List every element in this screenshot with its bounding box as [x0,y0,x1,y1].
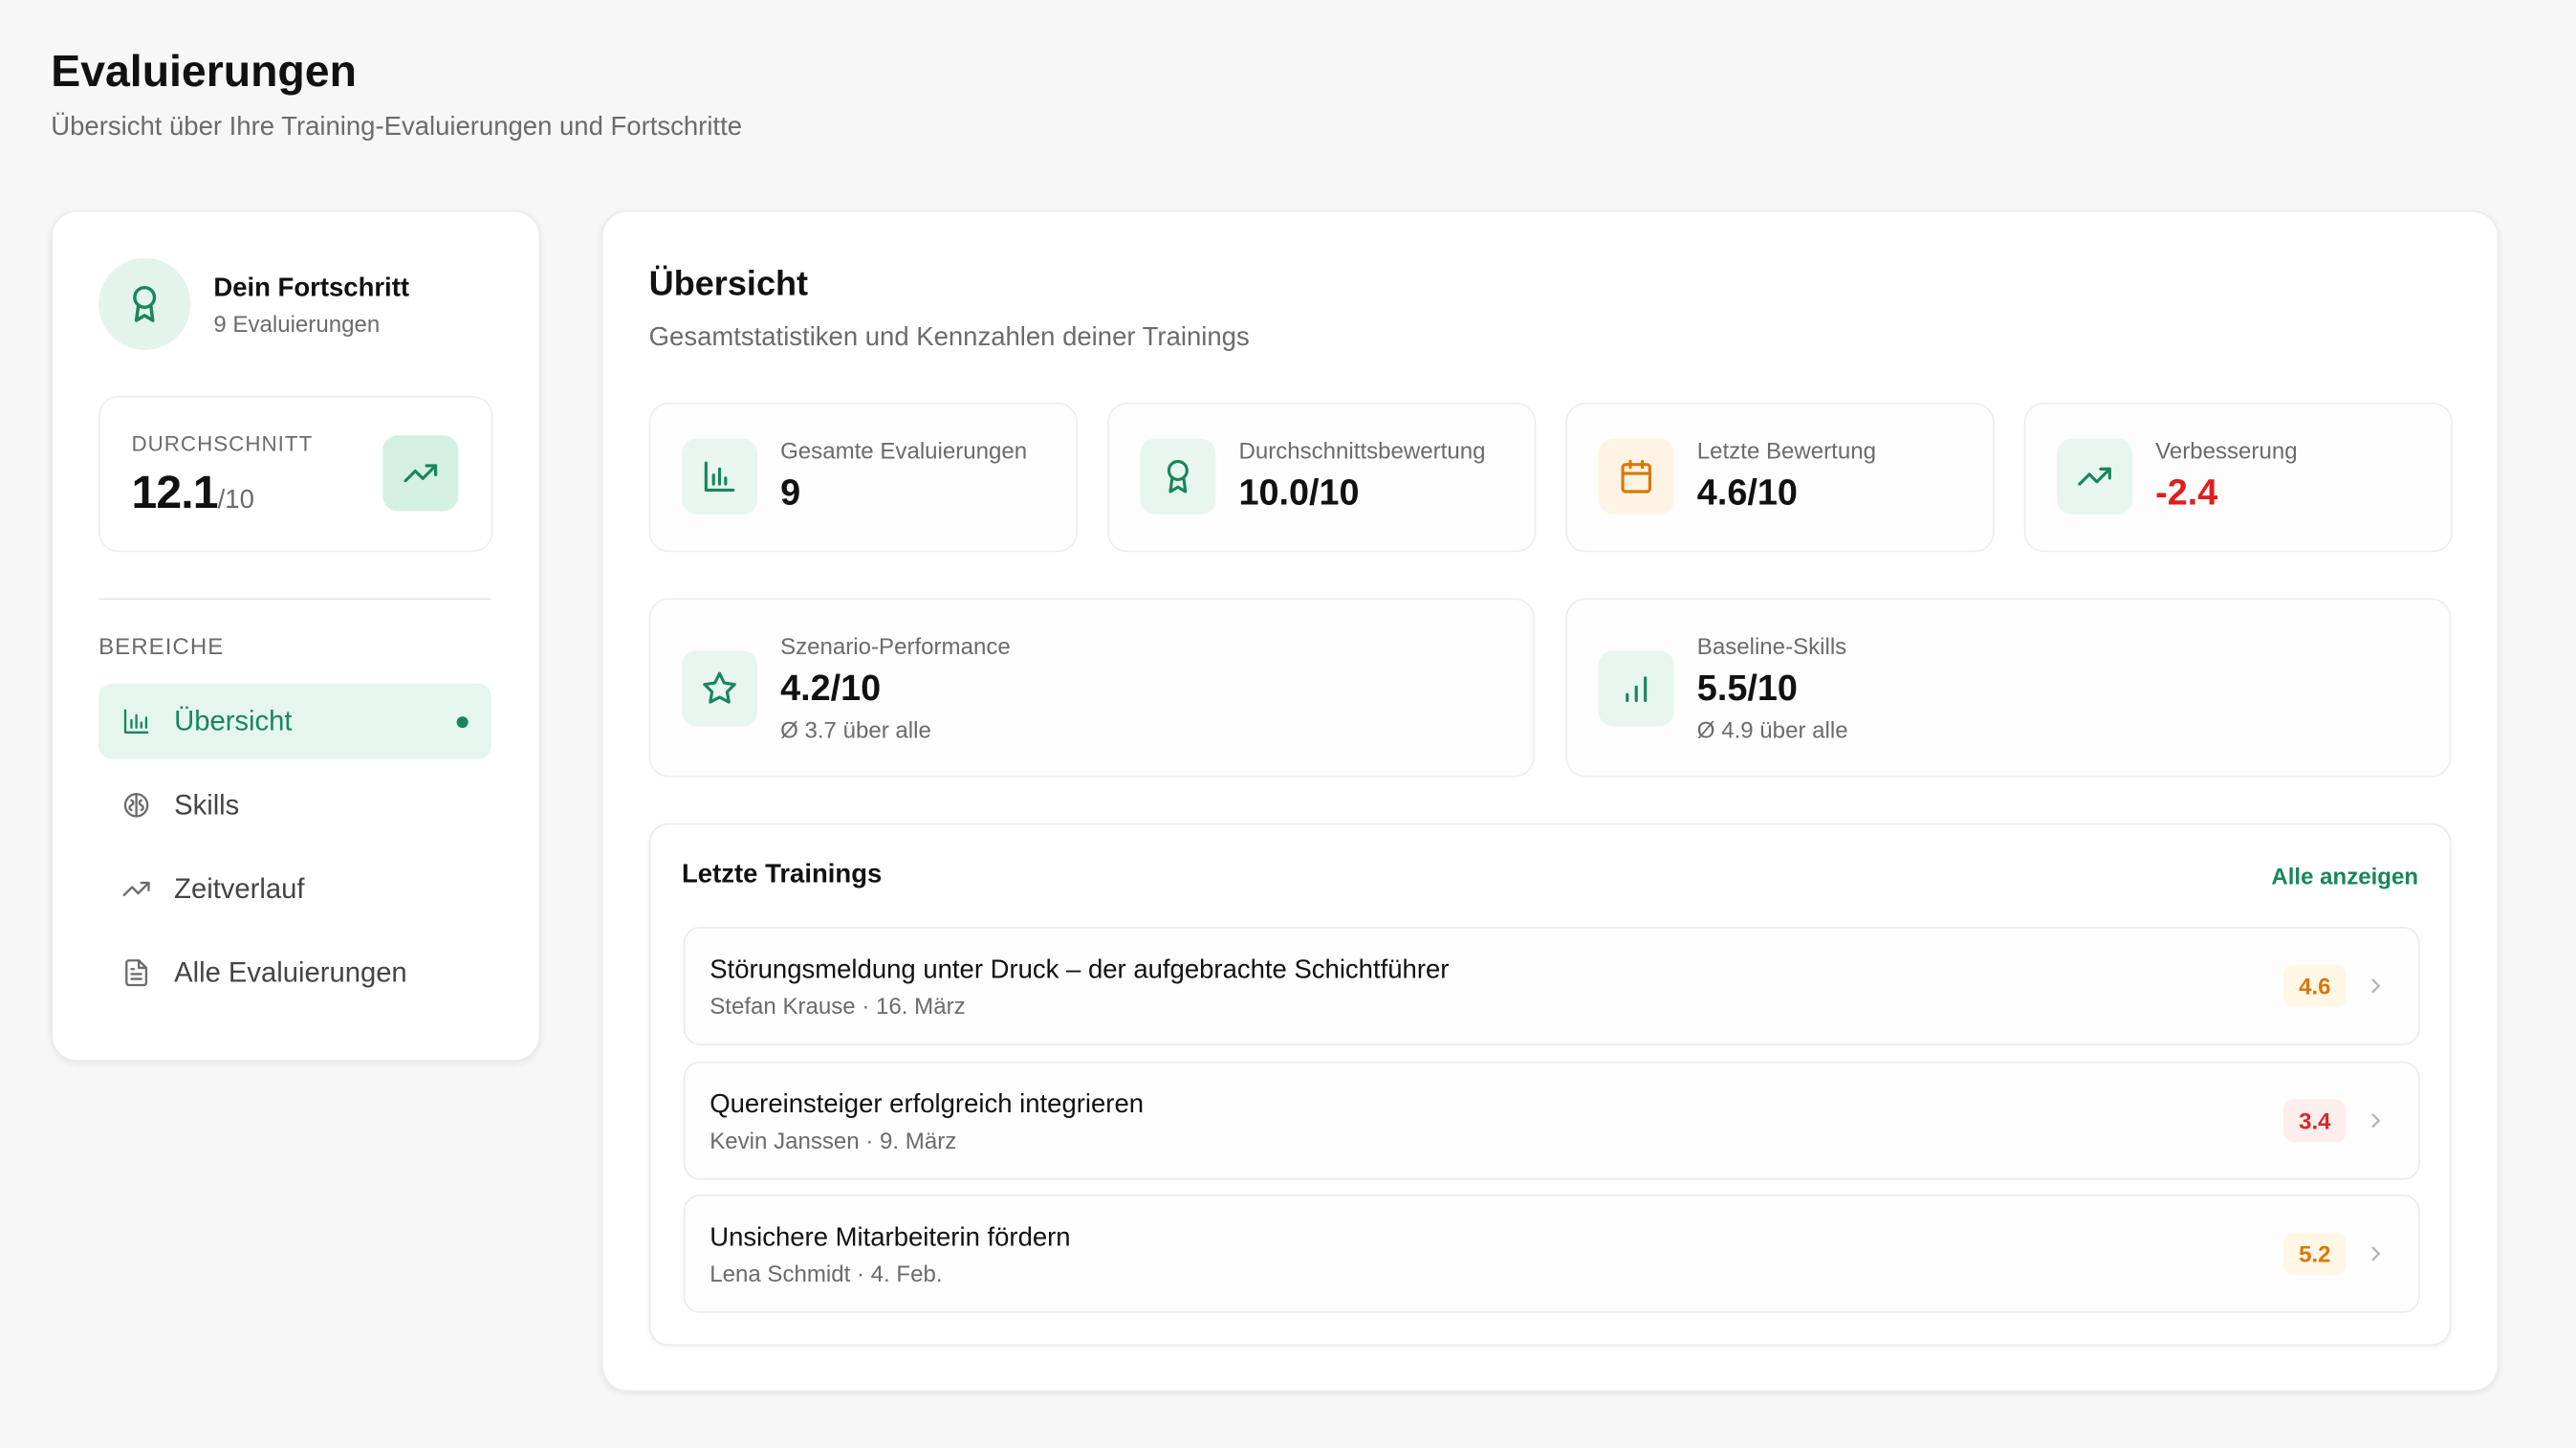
page-subtitle: Übersicht über Ihre Training-Evaluierung… [51,113,742,142]
stat-label: Szenario-Performance [780,632,1011,659]
divider [98,598,491,601]
stat-value: 4.6/10 [1696,472,1798,514]
stat-label: Verbesserung [2155,437,2298,464]
score-badge: 4.6 [2283,964,2347,1008]
view-all-link[interactable]: Alle anzeigen [2271,863,2419,889]
training-meta: Lena Schmidt · 4. Feb. [709,1260,943,1287]
stat-icon [2057,438,2133,515]
stat-card: Gesamte Evaluierungen 9 [648,402,1079,553]
score-badge: 3.4 [2283,1098,2347,1142]
stat-value: 4.2/10 [780,667,882,709]
sidebar: Dein Fortschritt 9 Evaluierungen DURCHSC… [51,209,541,1062]
stat-icon [1598,438,1674,515]
main-subtitle: Gesamtstatistiken und Kennzahlen deiner … [648,323,1250,352]
stat-card: Letzte Bewertung 4.6/10 [1565,402,1995,553]
training-meta: Stefan Krause · 16. März [709,992,966,1020]
recent-panel: Letzte Trainings Alle anzeigen Störungsm… [648,823,2452,1347]
chevron [2371,978,2381,994]
stat-icon [1140,438,1216,515]
active-dot [456,716,469,729]
stat-label: Durchschnittsbewertung [1238,437,1486,464]
stat-icon [1598,650,1674,727]
stat-note: Ø 4.9 über alle [1696,716,1848,743]
chevron [2371,1246,2381,1262]
training-title: Unsichere Mitarbeiterin fördern [709,1223,1071,1253]
training-item[interactable]: Unsichere Mitarbeiterin fördern Lena Schm… [683,1195,2420,1313]
training-title: Quereinsteiger erfolgreich integrieren [709,1089,1145,1119]
stat-label: Gesamte Evaluierungen [780,437,1028,464]
stat-value: 9 [780,472,801,514]
nav-item[interactable]: Zeitverlauf [98,851,491,927]
chevron [2371,1112,2381,1128]
training-meta: Kevin Janssen · 9. März [709,1126,957,1153]
nav-label: Zeitverlauf [174,873,305,905]
section-label: BEREICHE [98,632,225,659]
average-suffix: /10 [217,486,254,515]
nav-item[interactable]: Übersicht [98,683,491,759]
wide-stat-card: Szenario-Performance 4.2/10 Ø 3.7 über a… [648,598,1535,778]
nav-label: Übersicht [174,705,293,737]
recent-title: Letzte Trainings [682,861,883,889]
nav-item[interactable]: Alle Evaluierungen [98,935,491,1011]
profile-icon [98,257,191,350]
profile-subtitle: 9 Evaluierungen [213,310,381,338]
stat-icon [682,438,758,515]
average-value: 12.1 [131,466,218,518]
nav-label: Skills [174,789,240,822]
score-badge: 5.2 [2283,1232,2347,1276]
stat-card: Verbesserung -2.4 [2023,402,2454,553]
training-title: Störungsmeldung unter Druck – der aufgeb… [709,955,1450,985]
training-item[interactable]: Störungsmeldung unter Druck – der aufgeb… [683,927,2420,1045]
nav-label: Alle Evaluierungen [174,956,407,989]
trend-icon [382,435,459,512]
main-title: Übersicht [648,265,809,303]
average-label: DURCHSCHNITT [131,431,314,456]
stat-icon [682,650,758,727]
average-value-group: 12.1/10 [131,467,253,519]
profile-title: Dein Fortschritt [213,274,410,303]
page-title: Evaluierungen [51,46,357,97]
stat-card: Durchschnittsbewertung 10.0/10 [1106,402,1537,553]
stat-label: Letzte Bewertung [1696,437,1877,464]
stat-value: -2.4 [2155,472,2218,514]
stat-value: 5.5/10 [1696,667,1798,709]
stat-note: Ø 3.7 über alle [780,716,931,743]
stat-label: Baseline-Skills [1696,632,1847,659]
training-item[interactable]: Quereinsteiger erfolgreich integrieren Ke… [683,1061,2420,1179]
wide-stat-card: Baseline-Skills 5.5/10 Ø 4.9 über alle [1565,598,2452,778]
stat-value: 10.0/10 [1238,472,1360,514]
average-box: DURCHSCHNITT 12.1/10 [98,396,493,553]
nav-item[interactable]: Skills [98,767,491,843]
